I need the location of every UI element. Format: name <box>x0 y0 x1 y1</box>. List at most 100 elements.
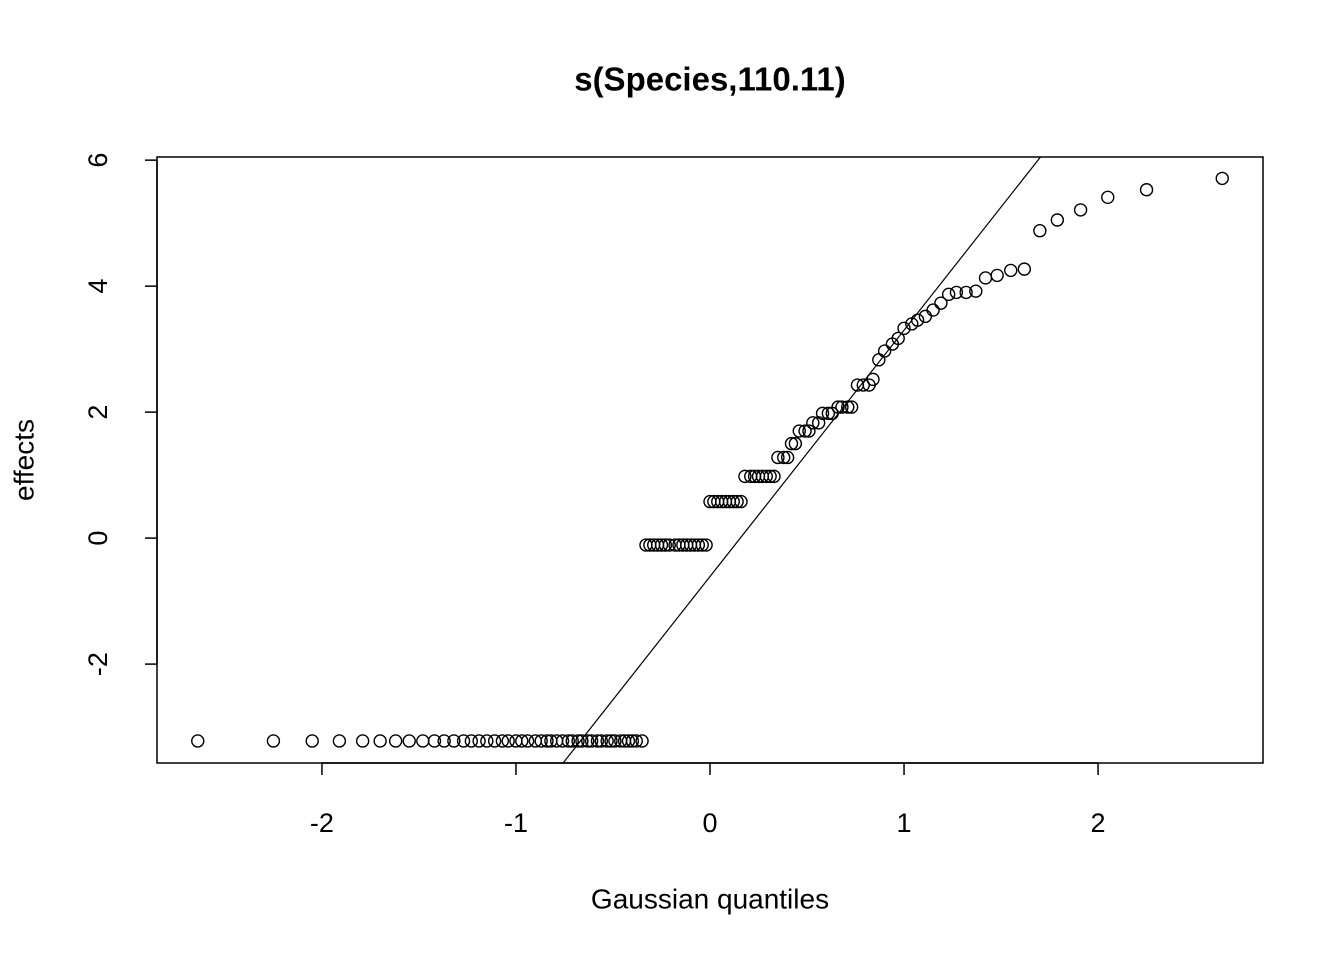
point <box>495 734 510 748</box>
x-tick-label: -2 <box>310 808 334 838</box>
point <box>726 494 740 509</box>
y-tick-label: 4 <box>83 279 113 294</box>
point <box>1073 203 1088 217</box>
point <box>802 424 816 438</box>
point <box>821 406 836 421</box>
point <box>625 734 640 748</box>
x-tick-label: 1 <box>897 808 912 838</box>
point <box>763 469 777 484</box>
point <box>738 469 752 484</box>
point <box>520 734 535 748</box>
point <box>604 734 618 748</box>
point <box>831 400 845 414</box>
point <box>332 734 347 748</box>
point <box>910 313 925 327</box>
point <box>897 321 911 336</box>
point <box>1101 190 1115 205</box>
x-tick-label: -1 <box>504 808 528 838</box>
point <box>540 734 554 748</box>
point <box>584 734 599 748</box>
point <box>355 734 370 748</box>
point <box>872 353 886 367</box>
point <box>759 469 773 484</box>
point <box>594 734 609 748</box>
y-tick-label: 6 <box>83 153 113 168</box>
point <box>571 734 585 748</box>
point <box>561 734 576 748</box>
point <box>629 734 643 748</box>
y-axis-label: effects <box>8 419 39 501</box>
point <box>1215 171 1229 186</box>
y-tick-label: 0 <box>83 531 113 546</box>
point <box>575 734 589 748</box>
point <box>978 271 993 285</box>
point <box>798 424 812 438</box>
point <box>926 303 940 317</box>
point <box>600 734 614 748</box>
point <box>792 424 806 438</box>
chart-title: s(Species,110.11) <box>574 61 846 98</box>
point <box>1033 224 1047 238</box>
point <box>949 285 964 300</box>
plot-frame <box>156 156 1264 764</box>
point <box>447 734 461 748</box>
point <box>780 450 795 465</box>
x-axis-label: Gaussian quantiles <box>591 883 829 914</box>
point <box>1050 213 1065 227</box>
y-tick-label: 2 <box>83 405 113 420</box>
point <box>1004 263 1018 278</box>
reference-line <box>562 157 1042 763</box>
y-tick-label: -2 <box>83 652 113 676</box>
point <box>934 296 948 310</box>
point <box>662 538 676 552</box>
point <box>464 734 479 748</box>
point <box>815 406 830 421</box>
point <box>959 285 973 300</box>
point <box>918 309 933 324</box>
point <box>487 734 502 748</box>
x-tick-label: 0 <box>702 808 717 838</box>
point <box>784 436 799 451</box>
point <box>534 734 548 748</box>
point <box>856 378 870 392</box>
point <box>835 400 849 414</box>
point <box>777 450 791 465</box>
point <box>555 734 570 748</box>
point <box>480 734 494 748</box>
point <box>695 538 709 552</box>
point <box>581 734 595 748</box>
point <box>771 450 785 465</box>
point <box>658 538 673 552</box>
point <box>691 538 706 552</box>
point <box>565 734 579 748</box>
point <box>402 734 416 748</box>
point <box>305 734 319 748</box>
point <box>654 538 669 552</box>
point <box>990 268 1004 283</box>
point <box>866 372 880 387</box>
point <box>1017 262 1032 276</box>
point <box>388 734 403 748</box>
point <box>730 494 744 509</box>
point <box>941 287 956 302</box>
point <box>891 331 905 346</box>
point <box>373 734 387 748</box>
x-tick-label: 2 <box>1091 808 1106 838</box>
point <box>608 734 622 748</box>
point <box>266 734 281 748</box>
point <box>456 734 471 748</box>
point <box>734 494 748 509</box>
point <box>844 400 859 414</box>
point <box>877 344 892 358</box>
point <box>635 734 649 748</box>
point <box>699 538 713 552</box>
point <box>621 734 636 748</box>
point <box>841 400 855 414</box>
point <box>1139 183 1154 197</box>
point <box>969 284 983 298</box>
point <box>437 734 451 748</box>
point <box>501 734 515 748</box>
point <box>811 416 826 430</box>
point <box>515 734 529 748</box>
